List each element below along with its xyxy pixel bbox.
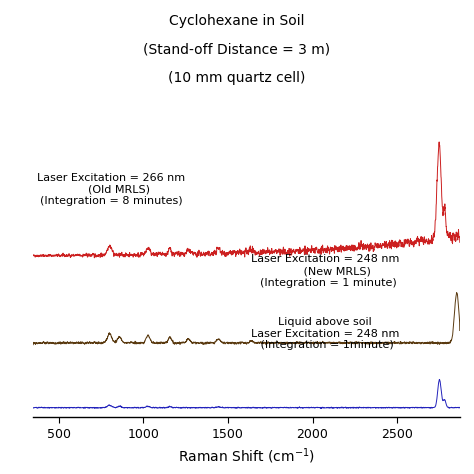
Text: Laser Excitation = 248 nm
       (New MRLS)
  (Integration = 1 minute): Laser Excitation = 248 nm (New MRLS) (In… bbox=[251, 255, 399, 288]
Text: (10 mm quartz cell): (10 mm quartz cell) bbox=[168, 71, 306, 85]
X-axis label: Raman Shift (cm$^{-1}$): Raman Shift (cm$^{-1}$) bbox=[178, 446, 315, 465]
Text: (Stand-off Distance = 3 m): (Stand-off Distance = 3 m) bbox=[144, 43, 330, 57]
Text: Cyclohexane in Soil: Cyclohexane in Soil bbox=[169, 14, 305, 28]
Text: Liquid above soil
Laser Excitation = 248 nm
 (Integration = 1minute): Liquid above soil Laser Excitation = 248… bbox=[251, 317, 399, 350]
Text: Laser Excitation = 266 nm
    (Old MRLS)
(Integration = 8 minutes): Laser Excitation = 266 nm (Old MRLS) (In… bbox=[37, 173, 185, 206]
